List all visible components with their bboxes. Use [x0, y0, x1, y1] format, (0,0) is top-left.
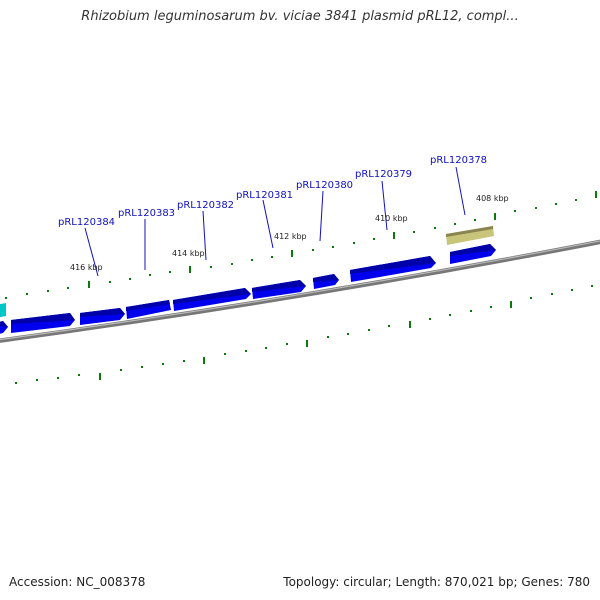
gene-partial-left[interactable] [0, 303, 6, 318]
genome-backbone-highlight [0, 240, 600, 341]
tick-label-414: 414 kbp [172, 249, 205, 258]
gene-label-prl120379[interactable]: pRL120379 [355, 169, 412, 180]
label-leader-lines [84, 166, 466, 277]
accession-label: Accession: NC_008378 [9, 575, 146, 589]
gene-arrow[interactable] [11, 313, 75, 333]
genome-backbone [0, 239, 600, 343]
gene-label-prl120378[interactable]: pRL120378 [430, 155, 487, 166]
gene-arrow[interactable] [0, 321, 8, 335]
gene-arrow[interactable] [313, 274, 339, 289]
feature-block[interactable] [446, 226, 494, 245]
gene-arrow[interactable] [252, 280, 306, 299]
tick-label-410: 410 kbp [375, 214, 408, 223]
gene-label-prl120381[interactable]: pRL120381 [236, 190, 293, 201]
gene-arrow[interactable] [126, 300, 171, 319]
map-title: Rhizobium leguminosarum bv. viciae 3841 … [81, 9, 519, 24]
gene-label-prl120383[interactable]: pRL120383 [118, 208, 175, 219]
genome-summary-label: Topology: circular; Length: 870,021 bp; … [283, 575, 590, 589]
inner-tick-ring [15, 285, 593, 384]
gene-arrow[interactable] [173, 288, 251, 311]
gene-arrow[interactable] [350, 256, 436, 282]
tick-label-416: 416 kbp [70, 263, 103, 272]
tick-label-412: 412 kbp [274, 232, 307, 241]
gene-label-prl120380[interactable]: pRL120380 [296, 180, 353, 191]
gene-label-prl120384[interactable]: pRL120384 [58, 217, 115, 228]
gene-arrow[interactable] [450, 244, 496, 264]
gene-label-prl120382[interactable]: pRL120382 [177, 200, 234, 211]
gene-arrow[interactable] [80, 308, 125, 325]
tick-label-408: 408 kbp [476, 194, 509, 203]
outer-tick-ring [5, 191, 597, 299]
